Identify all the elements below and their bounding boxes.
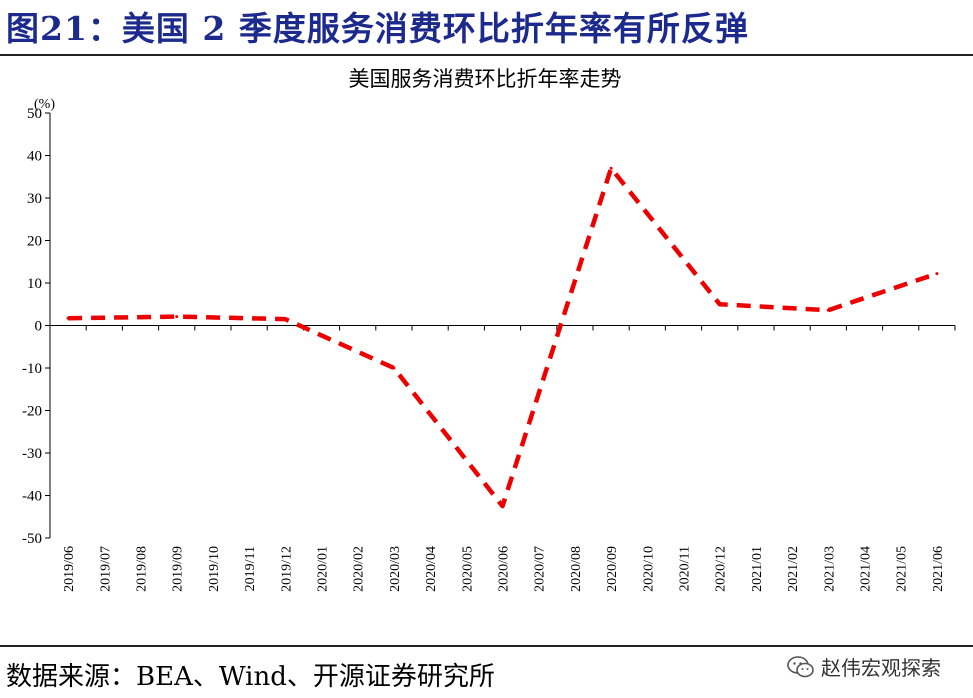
top-rule <box>0 54 973 56</box>
x-tick-label: 2020/08 <box>569 546 584 592</box>
data-point <box>718 302 722 306</box>
y-tick-label: 40 <box>27 149 42 165</box>
watermark-text: 赵伟宏观探索 <box>821 656 941 680</box>
chart-title: 美国服务消费环比折年率走势 <box>349 67 622 91</box>
bottom-rule <box>0 645 973 647</box>
x-tick-label: 2020/07 <box>533 546 548 592</box>
data-point <box>175 315 179 319</box>
x-tick-label: 2020/12 <box>714 546 729 592</box>
x-tick-label: 2021/02 <box>786 546 801 592</box>
x-tick-label: 2021/05 <box>895 546 910 592</box>
x-tick-label: 2021/01 <box>750 546 765 592</box>
y-axis: 50 40 30 20 10 0 -10 -20 -30 -40 -50 <box>22 106 51 547</box>
x-tick-label: 2020/02 <box>352 546 367 592</box>
figure-header: 图21：美国 2 季度服务消费环比折年率有所反弹 <box>0 0 973 56</box>
figure-footer: 数据来源：BEA、Wind、开源证券研究所 赵伟宏观探索 <box>0 650 973 698</box>
data-point <box>609 166 613 170</box>
data-point <box>392 366 396 370</box>
x-tick-label: 2020/06 <box>497 546 512 592</box>
line-chart: 美国服务消费环比折年率走势 (%) 50 40 30 20 10 0 -10 -20 -30 -4… <box>22 67 956 592</box>
y-tick-label: 0 <box>35 319 43 335</box>
x-tick-label: 2019/11 <box>243 546 258 591</box>
x-tick-label: 2020/05 <box>460 546 475 592</box>
y-tick-label: -50 <box>22 531 42 547</box>
y-tick-label: 30 <box>27 191 42 207</box>
y-tick-label: 10 <box>27 276 42 292</box>
x-tick-label: 2021/04 <box>859 546 874 592</box>
y-tick-label: -10 <box>22 361 42 377</box>
x-tick-label: 2020/10 <box>641 546 656 592</box>
x-tick-label: 2020/09 <box>605 546 620 592</box>
x-tick-label: 2020/11 <box>678 546 693 591</box>
x-tick-label: 2020/04 <box>424 546 439 592</box>
x-tick-label: 2021/06 <box>931 546 946 592</box>
x-tick-label: 2019/10 <box>207 546 222 592</box>
x-tick-label: 2019/07 <box>98 546 113 592</box>
x-tick-label: 2020/03 <box>388 546 403 592</box>
wechat-icon <box>787 655 814 677</box>
figure-title: 图21：美国 2 季度服务消费环比折年率有所反弹 <box>6 9 749 48</box>
x-tick-label: 2020/01 <box>316 546 331 592</box>
x-tick-label: 2019/08 <box>135 546 150 592</box>
series-line <box>68 166 938 509</box>
source-note: 数据来源：BEA、Wind、开源证券研究所 <box>6 662 495 692</box>
y-tick-label: -20 <box>22 404 42 420</box>
data-point <box>935 272 939 276</box>
x-tick-label: 2019/09 <box>171 546 186 592</box>
y-tick-label: 20 <box>27 234 42 250</box>
y-axis-unit: (%) <box>34 97 55 112</box>
series-layer <box>66 166 939 509</box>
x-tick-label: 2021/03 <box>822 546 837 592</box>
y-tick-label: 50 <box>27 106 42 122</box>
data-point <box>66 316 70 320</box>
watermark: 赵伟宏观探索 <box>787 652 941 681</box>
x-tick-label: 2019/12 <box>279 546 294 592</box>
y-tick-label: -30 <box>22 446 42 462</box>
data-point <box>826 308 830 312</box>
x-axis: 2019/06 2019/07 2019/08 2019/09 2019/10 2019/… <box>49 325 956 592</box>
x-tick-label: 2019/06 <box>62 546 77 592</box>
data-point <box>283 317 287 321</box>
y-tick-label: -40 <box>22 489 42 505</box>
data-point <box>501 504 504 508</box>
